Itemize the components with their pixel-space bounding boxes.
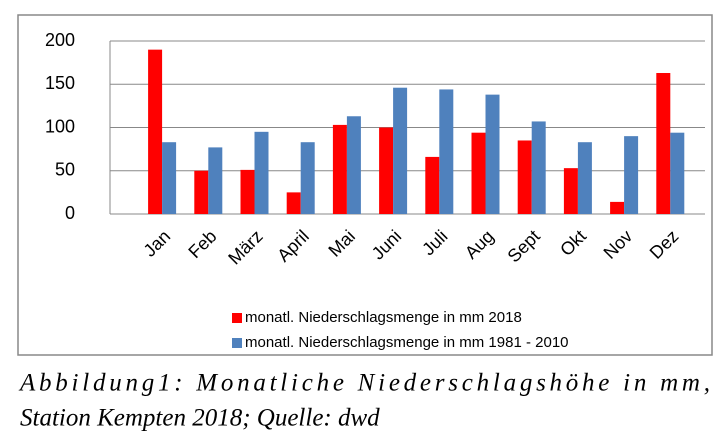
bar: [286, 192, 301, 214]
bar: [332, 124, 347, 214]
y-tick-label: 100: [45, 116, 75, 136]
bar: [577, 142, 592, 214]
y-tick-label: 0: [65, 203, 75, 223]
bar: [656, 73, 671, 214]
bar: [425, 156, 440, 214]
y-tick-label: 50: [55, 160, 75, 180]
bar: [393, 87, 408, 214]
bar: [379, 127, 394, 214]
bar: [346, 116, 361, 214]
y-tick-label: 200: [45, 30, 75, 50]
caption-line: Abbildung1: Monatliche Niederschlagshöhe…: [18, 370, 710, 397]
bar: [471, 132, 486, 214]
bar: [670, 132, 685, 214]
bar: [531, 121, 546, 214]
legend-label: monatl. Niederschlagsmenge in mm 2018: [245, 309, 522, 326]
bar: [485, 94, 500, 214]
bar: [439, 89, 454, 214]
bar: [563, 168, 578, 214]
legend-swatch: [232, 338, 242, 348]
chart-frame: [17, 14, 713, 356]
y-tick-label: 150: [45, 73, 75, 93]
bar: [162, 142, 177, 214]
legend-label: monatl. Niederschlagsmenge in mm 1981 - …: [245, 334, 569, 351]
bar: [517, 140, 532, 214]
bar: [148, 49, 163, 215]
bar: [610, 201, 625, 214]
bar: [300, 142, 315, 214]
bar: [624, 136, 639, 214]
bar: [194, 170, 209, 214]
bar: [240, 169, 255, 214]
legend-swatch: [232, 313, 242, 323]
caption-line: Station Kempten 2018; Quelle: dwd: [20, 405, 380, 432]
bar: [208, 147, 223, 214]
bar: [254, 131, 269, 214]
